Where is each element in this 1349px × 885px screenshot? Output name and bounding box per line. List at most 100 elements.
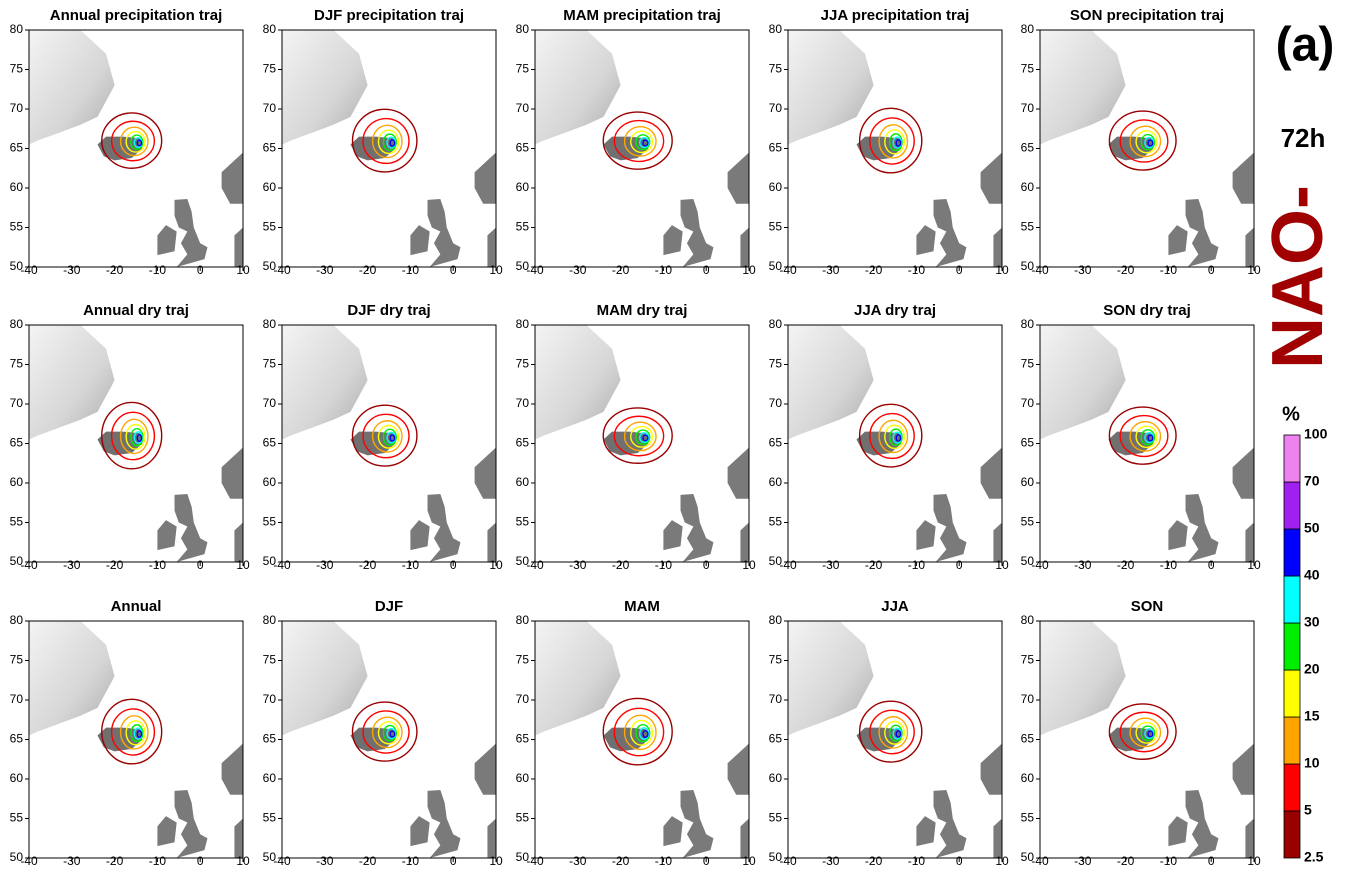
panel-title: Annual precipitation traj <box>50 7 223 24</box>
x-tick-label: -10 <box>149 854 167 868</box>
panel-title: Annual dry traj <box>83 302 189 319</box>
colorbar-segment <box>1284 764 1300 811</box>
y-tick-label: 75 <box>10 62 24 76</box>
map-panel: DJF dry traj-40-30-20-100105055606570758… <box>263 302 503 572</box>
x-tick-label: 0 <box>956 558 963 572</box>
x-tick-label: -30 <box>1074 854 1092 868</box>
y-tick-label: 70 <box>10 692 24 706</box>
y-tick-label: 70 <box>769 692 783 706</box>
x-tick-label: -30 <box>569 263 587 277</box>
y-tick-label: 60 <box>516 771 530 785</box>
y-tick-label: 65 <box>263 141 277 155</box>
land <box>740 819 749 859</box>
colorbar-label: 70 <box>1304 473 1320 489</box>
greenland <box>788 325 874 440</box>
land <box>157 225 176 255</box>
x-tick-label: 0 <box>703 558 710 572</box>
land <box>1186 790 1219 858</box>
land <box>175 790 208 858</box>
y-tick-label: 55 <box>1021 811 1035 825</box>
greenland <box>788 30 874 145</box>
x-tick-label: 0 <box>703 263 710 277</box>
x-tick-label: -20 <box>1117 263 1135 277</box>
x-tick-label: 0 <box>450 854 457 868</box>
y-tick-label: 65 <box>769 436 783 450</box>
panel-label: (a) <box>1276 19 1335 72</box>
panel-title: DJF <box>375 598 403 615</box>
x-tick-label: 0 <box>197 854 204 868</box>
x-tick-label: 0 <box>1208 263 1215 277</box>
land <box>157 816 176 846</box>
land <box>681 494 714 562</box>
y-tick-label: 65 <box>769 732 783 746</box>
y-tick-label: 55 <box>263 220 277 234</box>
y-tick-label: 50 <box>516 554 530 568</box>
greenland <box>535 621 621 736</box>
y-tick-label: 50 <box>516 850 530 864</box>
x-tick-label: -20 <box>612 854 630 868</box>
y-tick-label: 65 <box>516 436 530 450</box>
y-tick-label: 65 <box>263 732 277 746</box>
greenland <box>282 325 368 440</box>
y-tick-label: 50 <box>263 554 277 568</box>
map-panel: SON dry traj-40-30-20-100105055606570758… <box>1021 302 1261 572</box>
y-tick-label: 50 <box>769 259 783 273</box>
map-layer <box>29 621 243 858</box>
colorbar-label: 100 <box>1304 426 1328 442</box>
y-tick-label: 80 <box>263 613 277 627</box>
y-tick-label: 50 <box>1021 554 1035 568</box>
land <box>993 228 1002 268</box>
x-tick-label: 0 <box>1208 558 1215 572</box>
y-tick-label: 65 <box>1021 732 1035 746</box>
x-tick-label: -10 <box>908 263 926 277</box>
y-tick-label: 50 <box>10 850 24 864</box>
y-tick-label: 60 <box>1021 771 1035 785</box>
land <box>993 523 1002 563</box>
greenland <box>29 621 115 736</box>
x-tick-label: -20 <box>106 558 124 572</box>
y-tick-label: 75 <box>1021 357 1035 371</box>
x-tick-label: 0 <box>956 854 963 868</box>
y-tick-label: 60 <box>769 475 783 489</box>
y-tick-label: 80 <box>1021 22 1035 36</box>
x-tick-label: 10 <box>995 263 1009 277</box>
land <box>1186 494 1219 562</box>
colorbar-segment <box>1284 717 1300 764</box>
panel-title: DJF precipitation traj <box>314 7 464 24</box>
y-tick-label: 50 <box>769 850 783 864</box>
land <box>234 228 243 268</box>
x-tick-label: -10 <box>149 558 167 572</box>
y-tick-label: 65 <box>516 732 530 746</box>
land <box>728 152 749 203</box>
greenland <box>788 621 874 736</box>
x-tick-label: -30 <box>63 854 81 868</box>
phase-label: NAO- <box>1258 185 1338 369</box>
x-tick-label: -10 <box>655 558 673 572</box>
x-tick-label: 10 <box>489 558 503 572</box>
map-layer <box>1040 621 1254 858</box>
y-tick-label: 80 <box>769 22 783 36</box>
panel-title: Annual <box>111 598 162 615</box>
y-tick-label: 60 <box>516 475 530 489</box>
panel-title: DJF dry traj <box>347 302 430 319</box>
y-tick-label: 70 <box>10 396 24 410</box>
map-panel: SON precipitation traj-40-30-20-10010505… <box>1021 7 1261 277</box>
land <box>916 225 935 255</box>
panel-title: SON dry traj <box>1103 302 1191 319</box>
panel-title: MAM precipitation traj <box>563 7 721 24</box>
land <box>475 447 496 498</box>
land <box>663 816 682 846</box>
map-layer <box>282 325 496 562</box>
land <box>663 520 682 550</box>
y-tick-label: 65 <box>1021 436 1035 450</box>
x-tick-label: -30 <box>63 558 81 572</box>
y-tick-label: 55 <box>769 811 783 825</box>
colorbar-segment <box>1284 435 1300 482</box>
y-tick-label: 70 <box>10 101 24 115</box>
x-tick-label: 10 <box>1247 263 1261 277</box>
x-tick-label: -10 <box>908 558 926 572</box>
x-tick-label: -20 <box>106 854 124 868</box>
